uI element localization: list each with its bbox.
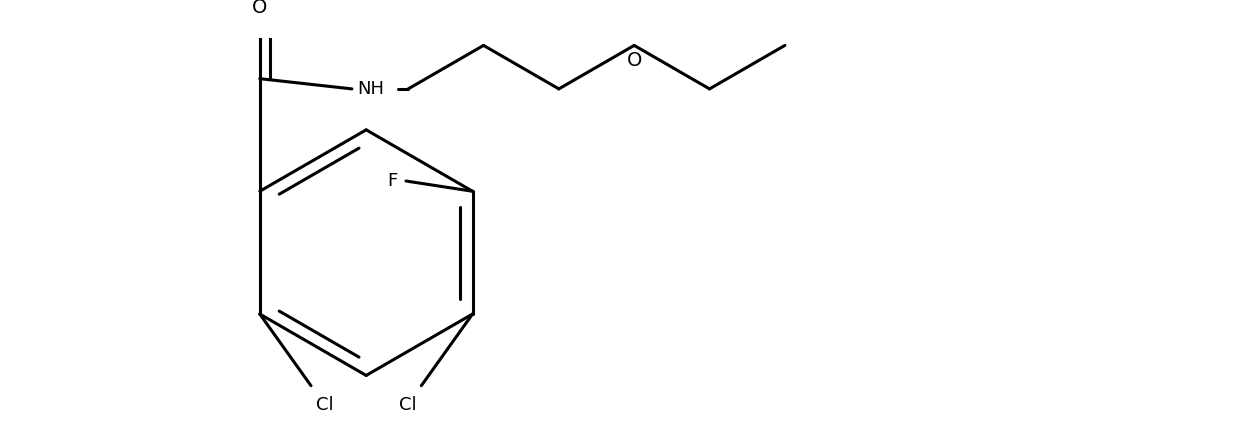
Text: O: O [627, 51, 642, 69]
Text: Cl: Cl [398, 396, 417, 414]
Text: F: F [388, 172, 398, 190]
Text: Cl: Cl [316, 396, 333, 414]
Text: NH: NH [357, 80, 384, 98]
Text: O: O [253, 0, 267, 17]
